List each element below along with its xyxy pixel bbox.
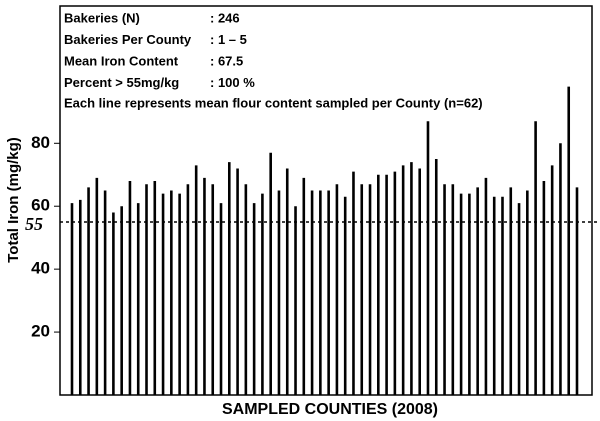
y-tick-label: 60 [31, 196, 50, 215]
info-label: Bakeries Per County [64, 32, 192, 47]
note: Each line represents mean flour content … [64, 95, 483, 110]
y-axis-label: Total Iron (mg/kg) [5, 137, 22, 263]
threshold-label: 55 [25, 214, 43, 234]
y-tick-label: 20 [31, 322, 50, 341]
info-value: : 67.5 [210, 53, 243, 68]
y-tick-label: 80 [31, 133, 50, 152]
info-label: Percent > 55mg/kg [64, 75, 179, 90]
y-tick-label: 40 [31, 259, 50, 278]
info-label: Bakeries (N) [64, 10, 140, 25]
info-label: Mean Iron Content [64, 53, 179, 68]
info-value: : 100 % [210, 75, 255, 90]
plot-frame [59, 5, 593, 396]
info-value: : 1 – 5 [210, 32, 247, 47]
x-axis-label: SAMPLED COUNTIES (2008) [222, 401, 438, 418]
info-value: : 246 [210, 10, 240, 25]
